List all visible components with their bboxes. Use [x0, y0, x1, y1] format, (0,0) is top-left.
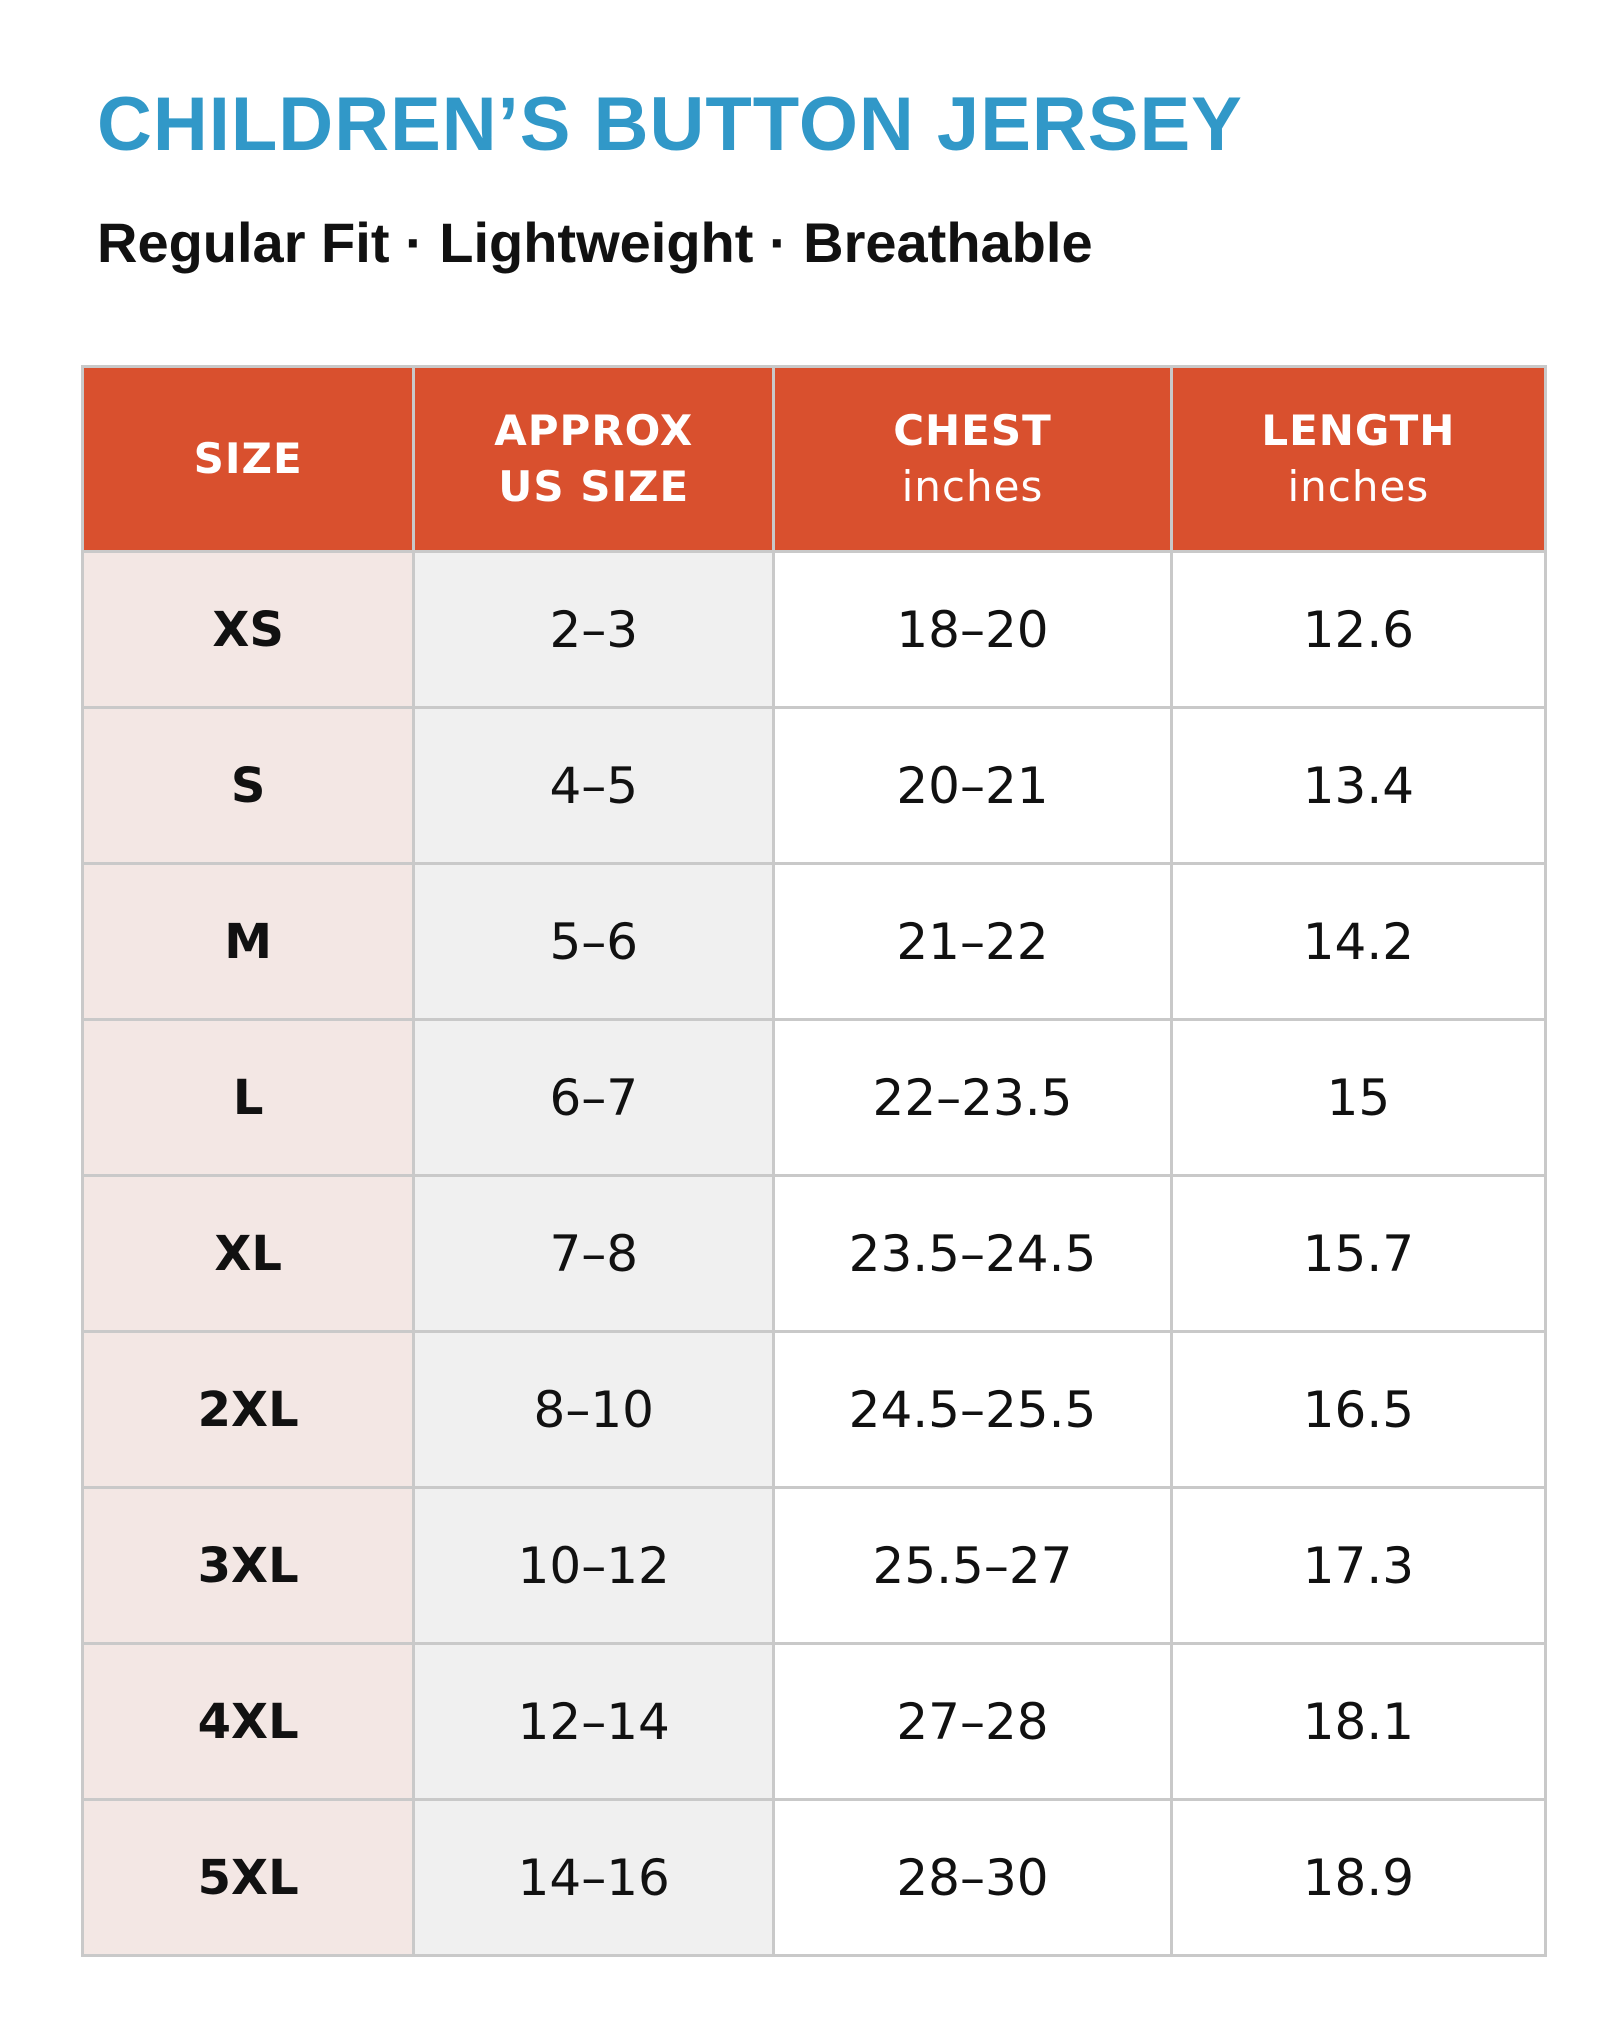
cell-size: XL: [80, 1174, 416, 1333]
cell-us-size: 14–16: [412, 1798, 776, 1957]
cell-chest: 21–22: [772, 862, 1173, 1021]
cell-chest: 24.5–25.5: [772, 1330, 1173, 1489]
table-row: XS 2–3 18–20 12.6: [80, 550, 1548, 709]
header-length-unit: inches: [1287, 462, 1430, 511]
cell-us-size: 2–3: [412, 550, 776, 709]
table-row: S 4–5 20–21 13.4: [80, 706, 1548, 865]
cell-us-size: 10–12: [412, 1486, 776, 1645]
header-us-size-line2: US SIZE: [498, 462, 690, 511]
cell-chest: 27–28: [772, 1642, 1173, 1801]
header-chest-label: CHEST: [893, 406, 1052, 455]
cell-length: 18.9: [1169, 1798, 1548, 1957]
cell-us-size: 8–10: [412, 1330, 776, 1489]
cell-us-size: 7–8: [412, 1174, 776, 1333]
cell-us-size: 12–14: [412, 1642, 776, 1801]
header-size: SIZE: [80, 365, 416, 553]
cell-us-size: 5–6: [412, 862, 776, 1021]
cell-chest: 18–20: [772, 550, 1173, 709]
cell-size: 2XL: [80, 1330, 416, 1489]
table-header-row: SIZE APPROX US SIZE CHEST inches LENGTH …: [80, 365, 1548, 553]
cell-size: 4XL: [80, 1642, 416, 1801]
table-row: XL 7–8 23.5–24.5 15.7: [80, 1174, 1548, 1333]
table-row: M 5–6 21–22 14.2: [80, 862, 1548, 1021]
cell-size: M: [80, 862, 416, 1021]
cell-us-size: 4–5: [412, 706, 776, 865]
cell-chest: 28–30: [772, 1798, 1173, 1957]
table-row: 4XL 12–14 27–28 18.1: [80, 1642, 1548, 1801]
table-row: 5XL 14–16 28–30 18.9: [80, 1798, 1548, 1957]
cell-size: S: [80, 706, 416, 865]
cell-chest: 25.5–27: [772, 1486, 1173, 1645]
header-us-size: APPROX US SIZE: [412, 365, 776, 553]
cell-chest: 20–21: [772, 706, 1173, 865]
cell-chest: 23.5–24.5: [772, 1174, 1173, 1333]
size-chart-table: SIZE APPROX US SIZE CHEST inches LENGTH …: [80, 365, 1548, 1957]
cell-length: 15: [1169, 1018, 1548, 1177]
cell-size: 3XL: [80, 1486, 416, 1645]
header-chest-unit: inches: [901, 462, 1044, 511]
cell-length: 14.2: [1169, 862, 1548, 1021]
header-chest: CHEST inches: [772, 365, 1173, 553]
cell-chest: 22–23.5: [772, 1018, 1173, 1177]
cell-size: L: [80, 1018, 416, 1177]
cell-length: 16.5: [1169, 1330, 1548, 1489]
cell-size: XS: [80, 550, 416, 709]
header-length-label: LENGTH: [1261, 406, 1456, 455]
table-row: L 6–7 22–23.5 15: [80, 1018, 1548, 1177]
cell-length: 13.4: [1169, 706, 1548, 865]
cell-us-size: 6–7: [412, 1018, 776, 1177]
cell-size: 5XL: [80, 1798, 416, 1957]
header-length: LENGTH inches: [1169, 365, 1548, 553]
page-title: CHILDREN’S BUTTON JERSEY: [97, 82, 1243, 167]
header-us-size-line1: APPROX: [494, 406, 694, 455]
cell-length: 15.7: [1169, 1174, 1548, 1333]
cell-length: 18.1: [1169, 1642, 1548, 1801]
page-subtitle: Regular Fit · Lightweight · Breathable: [97, 211, 1093, 274]
table-row: 3XL 10–12 25.5–27 17.3: [80, 1486, 1548, 1645]
cell-length: 17.3: [1169, 1486, 1548, 1645]
table-row: 2XL 8–10 24.5–25.5 16.5: [80, 1330, 1548, 1489]
header-size-label: SIZE: [193, 434, 303, 483]
cell-length: 12.6: [1169, 550, 1548, 709]
